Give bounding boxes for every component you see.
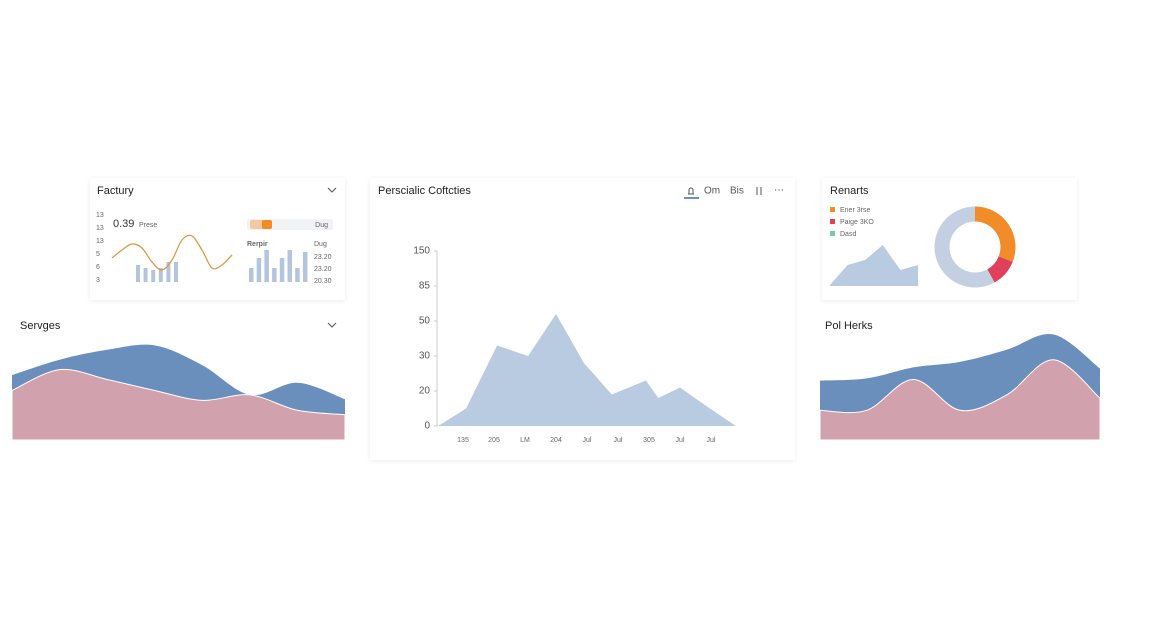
y-tick-label: 150 (413, 246, 430, 257)
donut-segment (934, 206, 995, 288)
axis-label: 6 (96, 264, 100, 271)
axis-label: 13 (96, 238, 104, 245)
sub-value: 23.20 (314, 254, 332, 261)
panel-title: Servges (20, 320, 61, 332)
x-tick-label: 135 (457, 437, 469, 444)
panel-title: Renarts (830, 185, 869, 197)
stat: 0.39 (113, 218, 134, 230)
toggle-knob (262, 220, 272, 229)
bar (264, 250, 269, 282)
legend-swatch (830, 207, 835, 212)
bar (174, 262, 178, 282)
x-tick-label: Jul (614, 437, 623, 444)
x-tick-label: Jul (707, 437, 716, 444)
toggle-label: Dug (315, 222, 328, 229)
bar (279, 258, 285, 282)
line (111, 234, 233, 271)
x-tick-label: 205 (488, 437, 500, 444)
axis-label: 3 (96, 277, 100, 284)
tab[interactable]: Om (704, 186, 720, 197)
y-tick-label: 0 (424, 421, 430, 432)
x-tick-label: Jul (583, 437, 592, 444)
bar (249, 268, 254, 282)
x-tick-label: LM (520, 437, 530, 444)
panel-title: Pol Herks (825, 320, 873, 332)
bell-icon[interactable] (688, 187, 694, 195)
panel (90, 178, 345, 300)
pause-icon[interactable] (756, 187, 762, 195)
stat-label: Prese (139, 222, 157, 229)
axis-label: 13 (96, 212, 104, 219)
bar (143, 268, 148, 282)
axis-label: 5 (96, 251, 100, 258)
stream-area (819, 359, 1101, 441)
y-tick-label: 20 (419, 386, 431, 397)
sub-unit: Dug (314, 241, 327, 248)
bar (151, 270, 156, 282)
legend-label: Ener 3rse (840, 207, 870, 214)
axis-label: 13 (96, 225, 104, 232)
x-tick-label: 204 (550, 437, 562, 444)
sub-value: 20.30 (314, 278, 332, 285)
sub-title: Rerpir (247, 241, 268, 248)
bar (166, 262, 171, 282)
donut-segment (974, 206, 1016, 262)
sub-value: 23.20 (314, 266, 332, 273)
chevron[interactable] (327, 187, 337, 193)
donut-segment (986, 255, 1013, 283)
legend-label: Paige 3KO (840, 219, 874, 226)
bar (272, 268, 277, 282)
x-tick-label: Jul (676, 437, 685, 444)
legend-label: Dasd (840, 231, 856, 238)
bar (136, 265, 140, 282)
bar (295, 268, 300, 282)
panel-title: Factury (97, 185, 134, 197)
area (438, 314, 736, 426)
bar (302, 252, 308, 282)
bar (287, 250, 292, 282)
legend-swatch (830, 219, 835, 224)
bar (158, 268, 163, 282)
chevron[interactable] (327, 322, 337, 328)
y-tick-label: 50 (419, 316, 431, 327)
tab[interactable]: Bis (730, 186, 744, 197)
x-tick-label: 305 (643, 437, 655, 444)
mini-area (830, 245, 918, 286)
y-tick-label: 30 (419, 351, 431, 362)
bar (256, 258, 262, 282)
panel-title: Perscialic Coftcties (378, 185, 471, 197)
y-tick-label: 85 (419, 281, 431, 292)
stream-area (11, 368, 346, 441)
more-icon[interactable]: ··· (774, 185, 784, 196)
legend-swatch (830, 231, 835, 236)
